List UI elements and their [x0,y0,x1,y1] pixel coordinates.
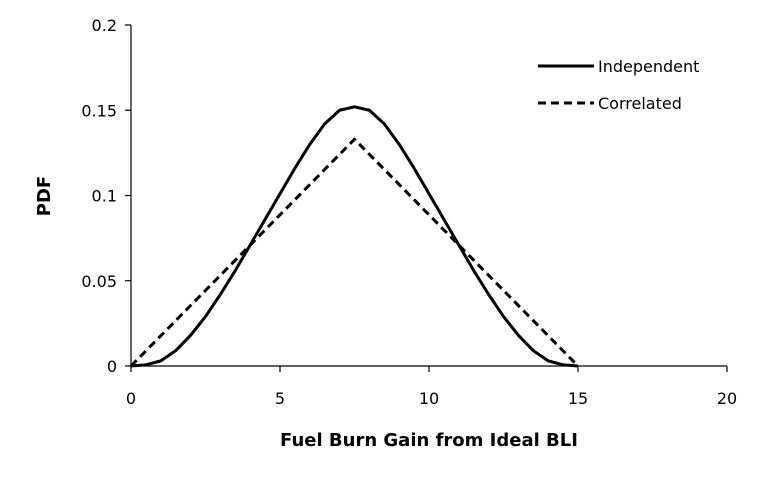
x-tick-label: 10 [419,389,439,408]
x-axis-title: Fuel Burn Gain from Ideal BLI [280,430,578,451]
x-tick-label: 5 [275,389,285,408]
legend-label: Independent [598,57,699,76]
legend-label: Correlated [598,94,682,113]
series-line-independent [130,105,579,368]
tick-labels: 0 0.05 0.1 0.15 0.2 0 5 10 15 20 [81,16,737,408]
x-tick-label: 0 [126,389,136,408]
legend: Independent Correlated [538,57,699,113]
y-tick-label: 0.15 [81,101,117,120]
y-tick-label: 0.1 [92,187,117,206]
y-tick-label: 0 [107,357,117,376]
x-tick-label: 15 [568,389,588,408]
y-tick-label: 0.05 [81,272,117,291]
y-axis-title: PDF [34,176,55,216]
x-tick-label: 20 [717,389,737,408]
series-lines [129,105,580,368]
y-tick-label: 0.2 [92,16,117,35]
series-line-correlated [129,137,580,368]
